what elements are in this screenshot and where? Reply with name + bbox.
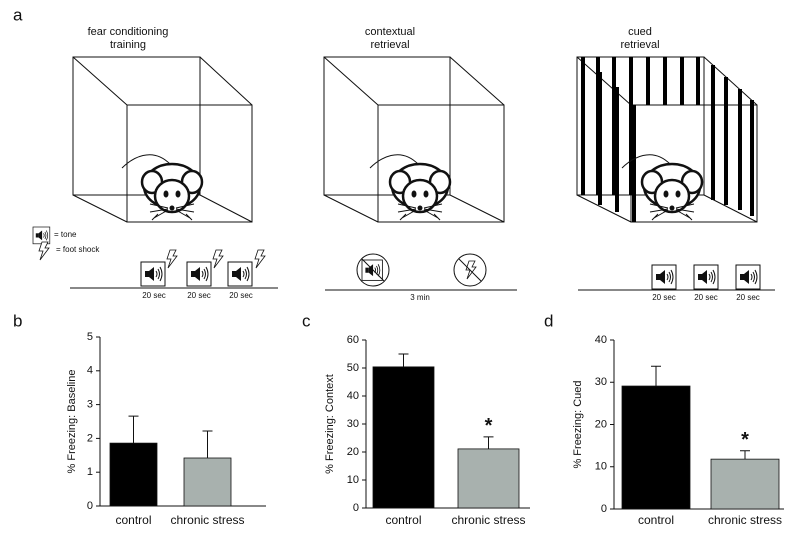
mouse (368, 153, 452, 222)
tone-icon (227, 261, 253, 287)
chamber (576, 56, 758, 223)
panel-label: d (544, 311, 553, 330)
bar (710, 458, 780, 510)
y-tick-label: 4 (87, 365, 93, 377)
y-axis-label: % Freezing: Baseline (66, 370, 78, 474)
condition-title: cued (628, 26, 652, 38)
condition-title: contextual (365, 26, 415, 38)
chamber (72, 56, 253, 223)
y-tick-label: 60 (347, 334, 359, 346)
tone-icon (693, 264, 719, 290)
x-tick-label: control (385, 513, 421, 527)
x-tick-label: chronic stress (170, 513, 244, 527)
y-tick-label: 10 (595, 461, 607, 473)
x-tick-label: chronic stress (451, 513, 525, 527)
bar (109, 442, 158, 507)
error-bar (128, 415, 139, 444)
y-tick-label: 20 (595, 418, 607, 430)
duration-label: 20 sec (694, 293, 718, 302)
y-tick-label: 40 (595, 334, 607, 346)
condition-title: fear conditioning (88, 26, 169, 38)
condition-title: training (110, 39, 146, 51)
y-tick-label: 30 (347, 418, 359, 430)
significance-marker: * (741, 429, 749, 451)
duration-label: 20 sec (652, 293, 676, 302)
duration-label: 3 min (410, 293, 430, 302)
error-bar (651, 365, 661, 387)
duration-label: 20 sec (187, 291, 211, 300)
shock-icon (166, 249, 178, 269)
x-tick-label: chronic stress (708, 513, 782, 527)
bar (621, 385, 691, 510)
shock-icon (212, 249, 224, 269)
condition-title: retrieval (370, 39, 409, 51)
duration-label: 20 sec (142, 291, 166, 300)
chamber (323, 56, 505, 223)
significance-marker: * (485, 415, 493, 437)
x-tick-label: control (115, 513, 151, 527)
y-axis-label: % Freezing: Cued (572, 380, 584, 468)
y-tick-label: 10 (347, 474, 359, 486)
bar (372, 366, 435, 509)
error-bar (483, 436, 494, 449)
y-tick-label: 50 (347, 362, 359, 374)
duration-label: 20 sec (229, 291, 253, 300)
legend-text: = foot shock (56, 245, 100, 254)
y-tick-label: 20 (347, 446, 359, 458)
no-shock-icon (453, 253, 487, 287)
tone-icon (735, 264, 761, 290)
error-bar (740, 450, 750, 460)
panel-label: b (13, 311, 22, 330)
error-bar (202, 430, 213, 459)
panel-label: c (302, 311, 311, 330)
no-tone-icon (356, 253, 390, 287)
bar (183, 457, 232, 507)
shock-icon (254, 249, 266, 269)
y-tick-label: 0 (353, 502, 359, 514)
duration-label: 20 sec (736, 293, 760, 302)
y-tick-label: 5 (87, 331, 93, 343)
panel-label: a (13, 5, 23, 24)
error-bar (398, 353, 409, 367)
y-axis-label: % Freezing: Context (324, 374, 336, 474)
y-tick-label: 3 (87, 399, 93, 411)
bar (457, 448, 520, 509)
x-tick-label: control (638, 513, 674, 527)
y-tick-label: 30 (595, 376, 607, 388)
tone-icon (651, 264, 677, 290)
y-tick-label: 40 (347, 390, 359, 402)
y-tick-label: 0 (87, 500, 93, 512)
y-tick-label: 0 (601, 503, 607, 515)
y-tick-label: 1 (87, 466, 93, 478)
tone-icon (140, 261, 166, 287)
tone-icon (186, 261, 212, 287)
mouse (120, 153, 204, 222)
y-tick-label: 2 (87, 432, 93, 444)
tone-icon (32, 226, 51, 245)
condition-title: retrieval (620, 39, 659, 51)
shock-icon (38, 241, 50, 261)
legend-text: = tone (54, 230, 77, 239)
